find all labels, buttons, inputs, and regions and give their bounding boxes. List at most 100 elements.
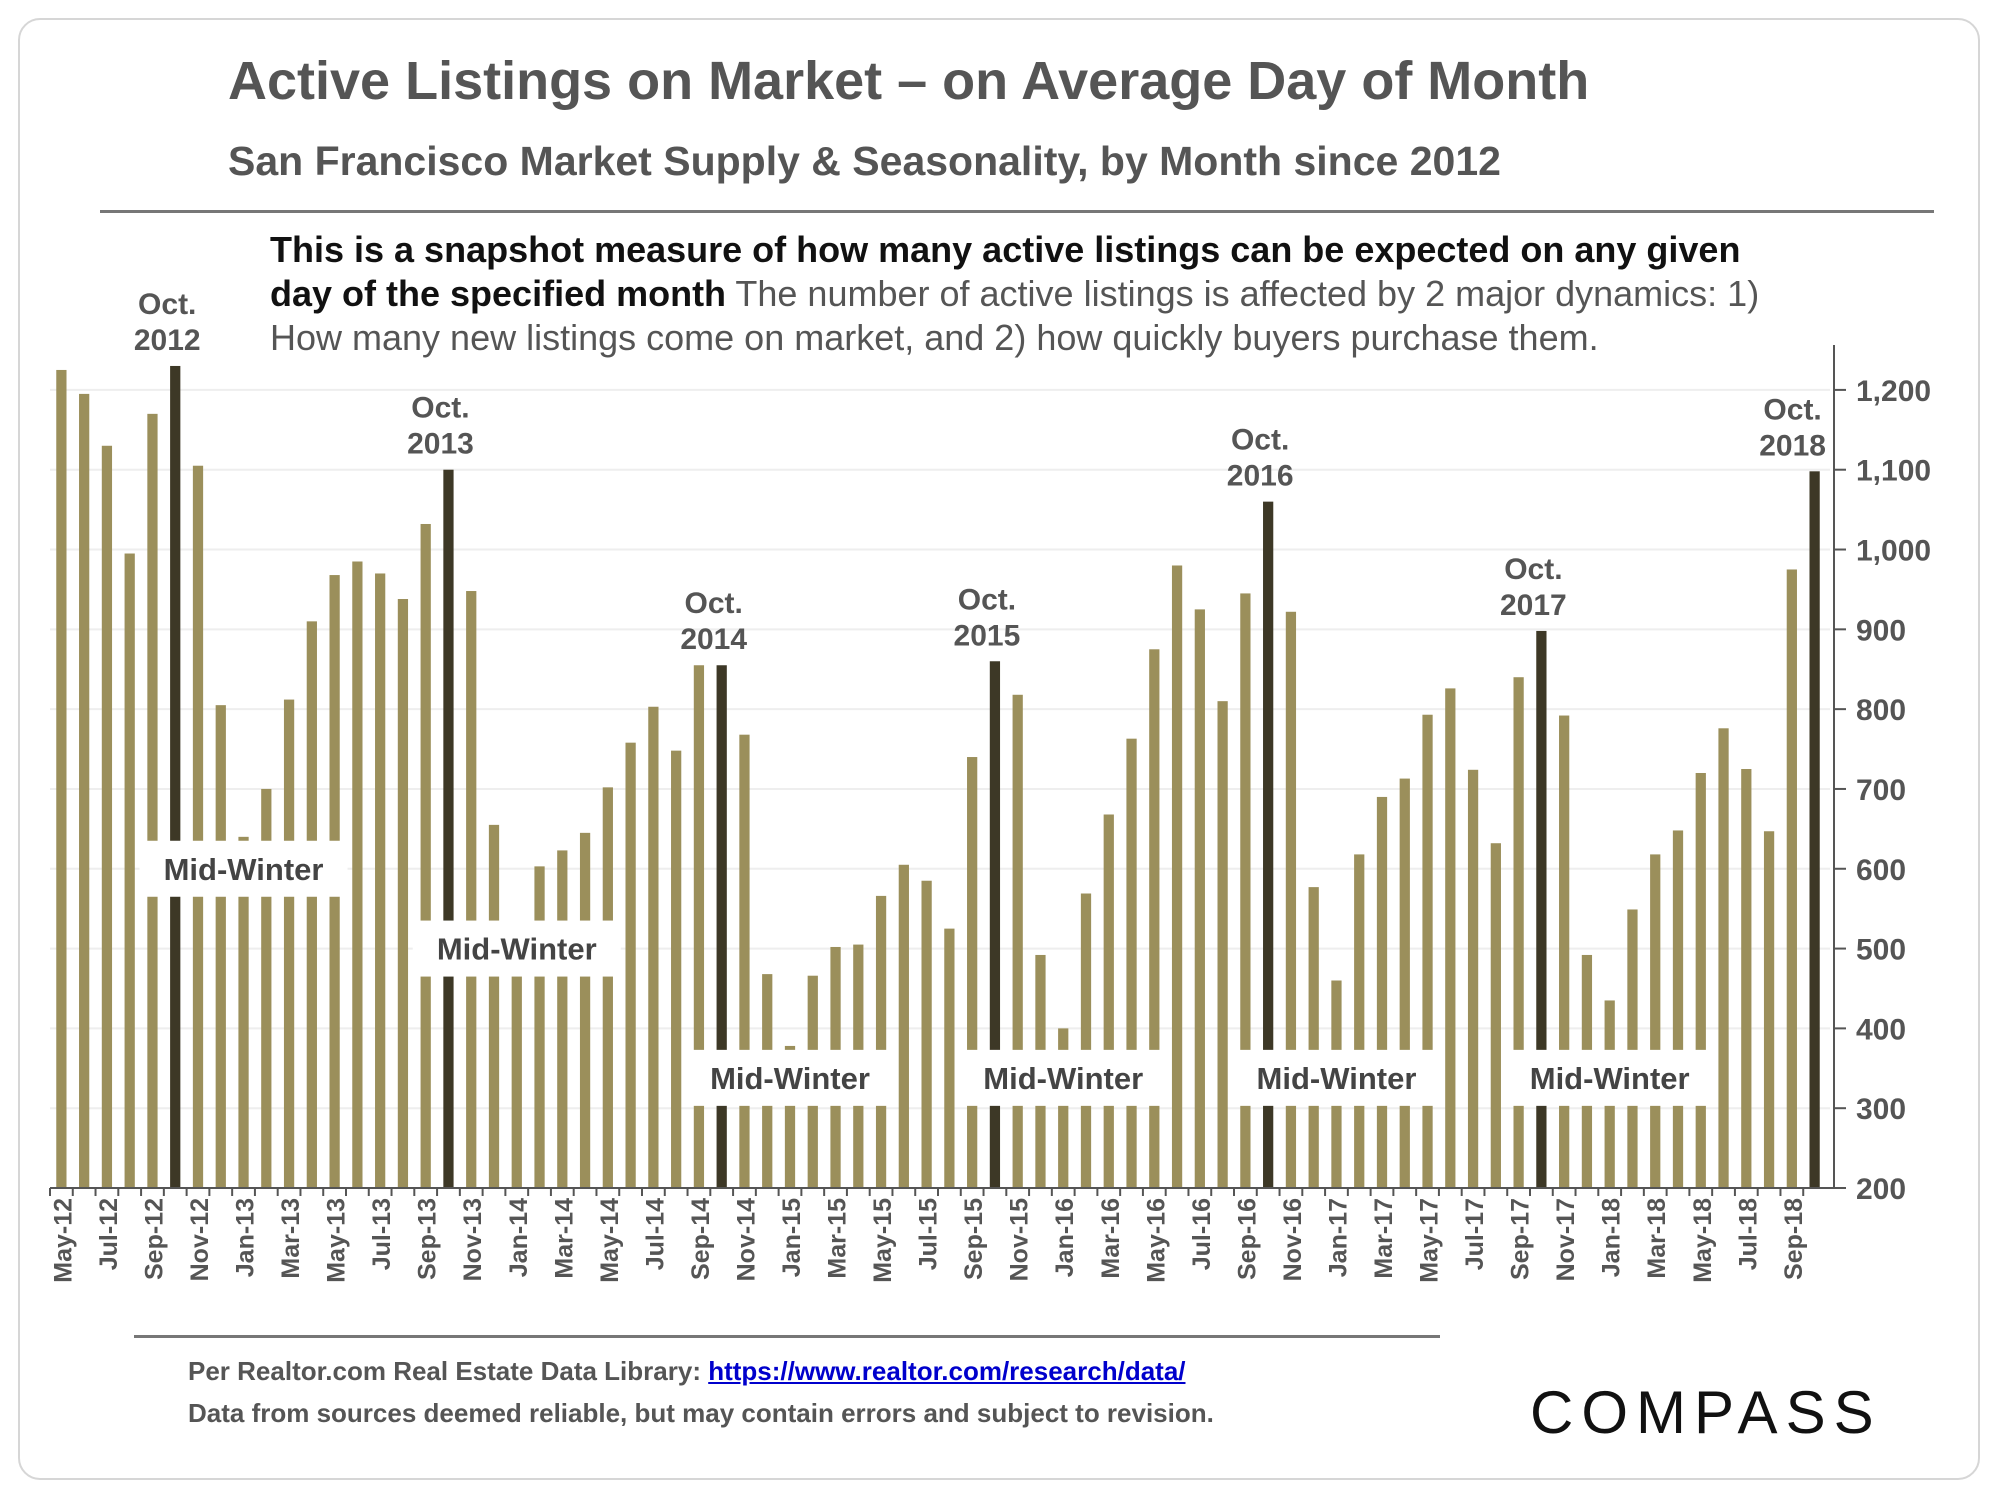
bar xyxy=(875,895,887,1188)
bar xyxy=(466,591,477,1188)
x-tick-label: Jan-14 xyxy=(505,1198,533,1277)
bar xyxy=(215,705,226,1188)
title-divider xyxy=(100,210,1934,213)
highlight-label-month: Oct. xyxy=(958,583,1016,616)
x-tick-label: Jul-17 xyxy=(1461,1198,1489,1270)
x-tick-label: Sep-16 xyxy=(1233,1198,1261,1280)
x-tick-label: Mar-16 xyxy=(1097,1198,1125,1279)
x-tick-label: Jul-13 xyxy=(368,1198,396,1270)
bar xyxy=(1786,569,1797,1188)
source-link[interactable]: https://www.realtor.com/research/data/ xyxy=(708,1356,1186,1386)
highlight-label-year: 2016 xyxy=(1227,460,1294,493)
bar xyxy=(1103,814,1114,1188)
bar xyxy=(375,573,386,1188)
annotation-box xyxy=(686,1049,894,1106)
highlight-bar xyxy=(1263,501,1274,1189)
x-tick-label: Mar-15 xyxy=(824,1198,852,1279)
bar xyxy=(1741,769,1752,1188)
x-tick-label: May-15 xyxy=(869,1198,897,1283)
x-tick-label: Jan-13 xyxy=(232,1198,260,1277)
y-tick-label: 1,100 xyxy=(1856,455,1931,488)
annotation-box xyxy=(1505,1049,1714,1106)
annotation-box xyxy=(412,920,621,977)
y-tick-label: 300 xyxy=(1856,1093,1906,1126)
x-tick-label: May-17 xyxy=(1416,1198,1444,1283)
bar xyxy=(1126,738,1137,1188)
annotation-box xyxy=(1232,1049,1441,1106)
bar xyxy=(488,824,500,1188)
bar xyxy=(1627,909,1638,1188)
x-tick-label: Sep-15 xyxy=(960,1198,988,1280)
bar xyxy=(420,523,431,1188)
x-tick-label: Sep-18 xyxy=(1780,1198,1808,1280)
bar xyxy=(1650,854,1661,1188)
x-tick-label: Nov-13 xyxy=(459,1198,487,1281)
highlight-bar xyxy=(170,365,181,1188)
bar xyxy=(784,1045,796,1188)
bar xyxy=(79,393,90,1188)
x-tick-label: Nov-15 xyxy=(1006,1198,1034,1281)
bar xyxy=(1012,694,1023,1188)
highlight-label-month: Oct. xyxy=(1504,553,1562,586)
bar xyxy=(1217,701,1228,1188)
x-tick-label: Jul-12 xyxy=(95,1198,123,1270)
highlight-label-month: Oct. xyxy=(685,587,743,620)
bar xyxy=(56,369,67,1188)
y-tick-label: 500 xyxy=(1856,934,1906,967)
x-tick-label: Mar-14 xyxy=(550,1198,578,1279)
bar xyxy=(693,665,705,1188)
source-note: Per Realtor.com Real Estate Data Library… xyxy=(188,1356,1186,1387)
annotation-mid-winter: Mid-Winter xyxy=(437,932,597,967)
bar xyxy=(625,742,636,1188)
bar xyxy=(1171,565,1183,1188)
bar xyxy=(944,928,955,1188)
x-tick-label: Jul-16 xyxy=(1188,1198,1216,1270)
bar xyxy=(397,599,409,1188)
disclaimer: Data from sources deemed reliable, but m… xyxy=(188,1398,1214,1428)
bar xyxy=(648,706,659,1188)
highlight-label-year: 2012 xyxy=(134,324,201,357)
bar xyxy=(1308,887,1319,1188)
x-tick-label: May-16 xyxy=(1142,1198,1170,1283)
bar xyxy=(921,880,932,1188)
x-tick-label: Nov-14 xyxy=(732,1198,760,1281)
highlight-label-month: Oct. xyxy=(1763,393,1821,426)
bar xyxy=(1445,688,1456,1188)
bar xyxy=(192,465,204,1188)
highlight-label-year: 2015 xyxy=(954,619,1021,652)
y-tick-label: 900 xyxy=(1856,614,1906,647)
bar xyxy=(1763,831,1775,1188)
bar xyxy=(602,787,613,1188)
annotation-mid-winter: Mid-Winter xyxy=(1530,1061,1690,1096)
x-tick-label: Jul-18 xyxy=(1734,1198,1762,1270)
highlight-bar xyxy=(716,665,727,1188)
y-tick-label: 1,200 xyxy=(1856,375,1931,408)
bar xyxy=(1467,769,1479,1188)
x-tick-label: Jul-15 xyxy=(915,1198,943,1270)
x-tick-label: Jan-16 xyxy=(1051,1198,1079,1277)
bar xyxy=(1399,778,1410,1188)
bar xyxy=(306,621,317,1188)
bar xyxy=(1672,830,1684,1188)
x-tick-label: Jan-17 xyxy=(1324,1198,1352,1277)
bar xyxy=(1058,1028,1069,1188)
annotation-mid-winter: Mid-Winter xyxy=(983,1061,1143,1096)
x-tick-label: Jul-14 xyxy=(641,1198,669,1270)
bar xyxy=(124,553,135,1188)
x-tick-label: May-13 xyxy=(323,1198,351,1283)
y-tick-label: 800 xyxy=(1856,694,1906,727)
x-tick-label: Mar-17 xyxy=(1370,1198,1398,1279)
highlight-label-year: 2014 xyxy=(680,623,747,656)
bar xyxy=(511,940,522,1188)
bar xyxy=(1490,843,1501,1188)
bar xyxy=(1149,649,1160,1188)
x-tick-label: Sep-14 xyxy=(687,1198,715,1280)
x-tick-label: Nov-17 xyxy=(1552,1198,1580,1281)
bar xyxy=(1695,772,1706,1188)
y-tick-label: 700 xyxy=(1856,774,1906,807)
highlight-bar xyxy=(1536,630,1547,1188)
x-tick-label: Mar-13 xyxy=(277,1198,305,1279)
chart-description: This is a snapshot measure of how many a… xyxy=(270,228,1810,360)
highlight-bar xyxy=(443,469,454,1188)
y-tick-label: 400 xyxy=(1856,1013,1906,1046)
